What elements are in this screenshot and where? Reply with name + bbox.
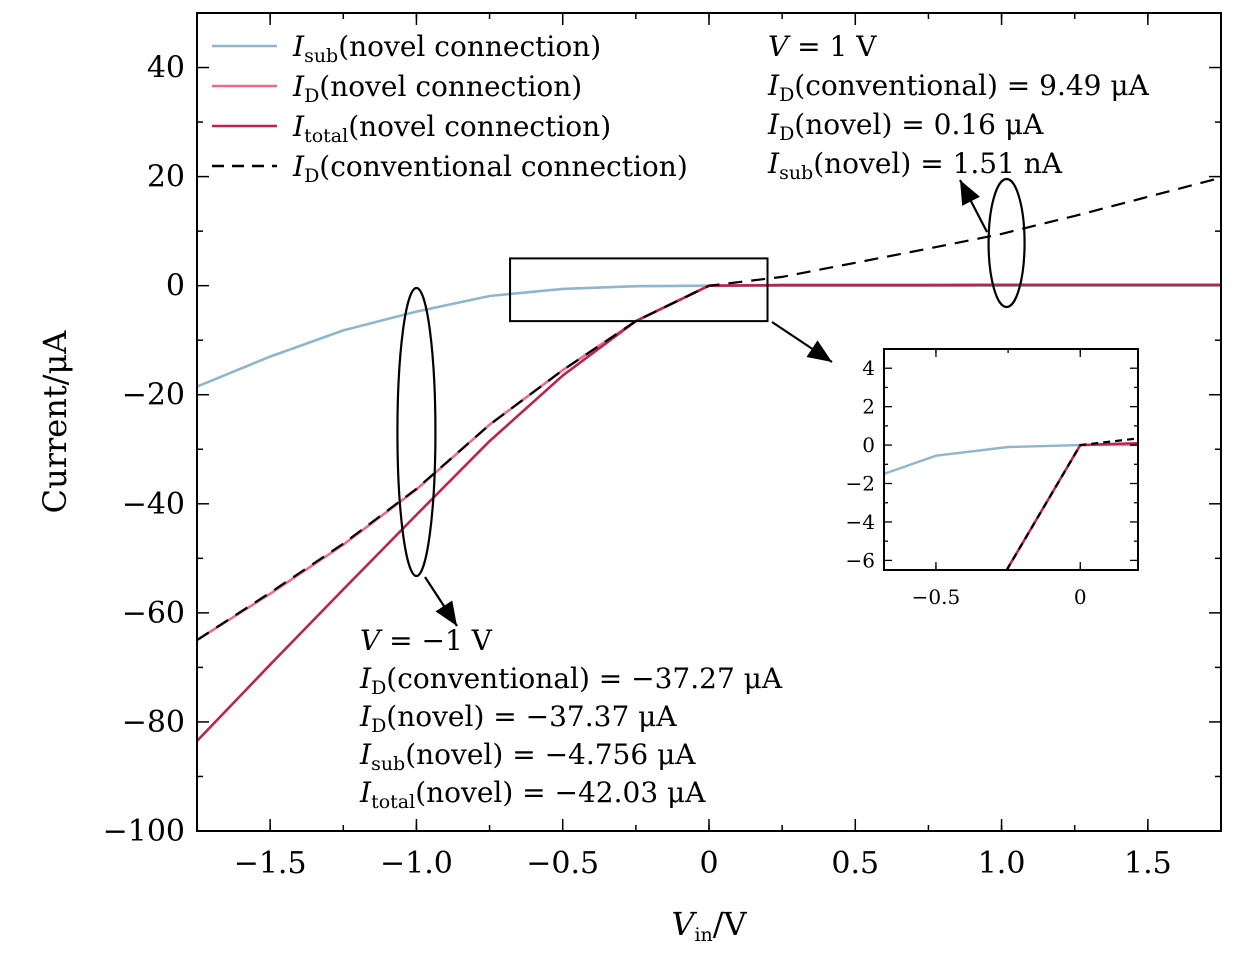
- inset-series-line-id_conv: [1005, 437, 1138, 570]
- series-line-id_conv: [196, 176, 1222, 642]
- annotation-vneg1-line: Itotal(novel) = −42.03 μA: [359, 776, 706, 813]
- y-tick-label: −100: [103, 814, 185, 849]
- annotation-v1-line: Isub(novel) = 1.51 nA: [767, 147, 1063, 184]
- x-tick-label: 0.5: [831, 846, 879, 881]
- ellipse-marker-v1: [987, 177, 1026, 309]
- x-tick-label: −0.5: [526, 846, 599, 881]
- main-plot-area: −1.5 −1.0 −0.5 0 0.5 1.0 1.5−100−80−60−40−2002…: [36, 12, 1222, 946]
- ellipse-marker-vneg1: [396, 286, 437, 578]
- annotations: V = 1 VID(conventional) = 9.49 μAID(nove…: [359, 30, 1150, 813]
- inset-y-tick-label: 4: [862, 356, 875, 380]
- y-tick-label: 20: [147, 160, 185, 195]
- legend-label-isub: Isub(novel connection): [292, 30, 601, 67]
- arrow-inset-head: [806, 340, 832, 362]
- y-tick-label: 40: [147, 51, 185, 86]
- legend-label-itotal: Itotal(novel connection): [292, 110, 611, 147]
- x-tick-label: −1.0: [380, 846, 453, 881]
- annotation-v1-line: V = 1 V: [768, 30, 877, 63]
- inset-y-tick-label: 2: [862, 395, 875, 419]
- annotation-vneg1-line: ID(conventional) = −37.27 μA: [359, 662, 783, 699]
- y-axis-title: Current/μA: [36, 330, 74, 514]
- arrow-vneg1-head: [435, 600, 457, 626]
- annotation-v1-line: ID(conventional) = 9.49 μA: [767, 69, 1150, 106]
- y-tick-label: −60: [122, 596, 185, 631]
- y-tick-label: −20: [122, 378, 185, 413]
- annotation-v1-line: ID(novel) = 0.16 μA: [767, 108, 1044, 145]
- arrow-v1-head: [960, 180, 980, 206]
- x-tick-label: −1.5: [234, 846, 307, 881]
- inset-y-tick-label: −6: [846, 548, 875, 572]
- inset-y-tick-label: 0: [862, 433, 875, 457]
- legend: Isub(novel connection)ID(novel connectio…: [212, 30, 688, 187]
- x-tick-label: 1.0: [978, 846, 1026, 881]
- annotation-vneg1-line: V = −1 V: [360, 624, 493, 657]
- legend-label-id_novel: ID(novel connection): [292, 70, 582, 107]
- y-tick-label: −40: [122, 487, 185, 522]
- x-tick-label: 0: [699, 846, 718, 881]
- inset-frame: [883, 348, 1139, 571]
- inset-plot-area: −0.5 0 −6 −4 −2 0 2 4: [846, 348, 1139, 609]
- y-tick-label: 0: [166, 269, 185, 304]
- inset-y-tick-label: −4: [846, 510, 875, 534]
- inset-x-tick-label: −0.5: [912, 585, 961, 609]
- inset-y-tick-label: −2: [846, 472, 875, 496]
- annotation-vneg1-line: ID(novel) = −37.37 μA: [359, 700, 677, 737]
- annotation-vneg1-line: Isub(novel) = −4.756 μA: [359, 738, 696, 775]
- x-axis-title: Vin/V: [671, 905, 747, 946]
- plot-frame: [196, 12, 1222, 832]
- zoom-box: [509, 257, 769, 323]
- x-tick-label: 1.5: [1124, 846, 1172, 881]
- inset-x-tick-label: 0: [1074, 585, 1087, 609]
- y-tick-label: −80: [122, 705, 185, 740]
- legend-label-id_conv: ID(conventional connection): [292, 150, 688, 187]
